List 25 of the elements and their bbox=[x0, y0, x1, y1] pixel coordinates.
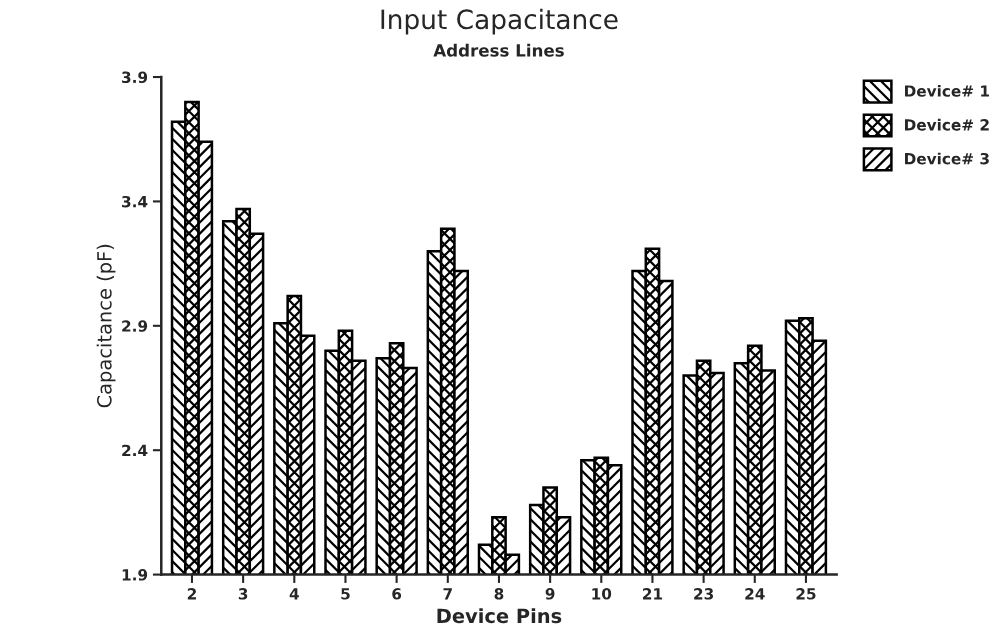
legend-label: Device# 1 bbox=[905, 84, 989, 97]
x-tick-label: 10 bbox=[592, 588, 612, 600]
x-tick-label: 2 bbox=[187, 588, 196, 600]
legend-label: Device# 3 bbox=[905, 152, 989, 165]
chart-subtitle: Address Lines bbox=[433, 43, 564, 57]
x-tick-label: 4 bbox=[289, 588, 299, 600]
y-tick-label: 2.4 bbox=[122, 444, 148, 457]
chart-title: Input Capacitance bbox=[381, 8, 618, 35]
y-tick-label: 2.9 bbox=[122, 320, 148, 332]
x-tick-label: 8 bbox=[494, 588, 504, 600]
y-tick-label: 3.9 bbox=[122, 71, 148, 84]
y-tick-label: 3.4 bbox=[122, 195, 148, 208]
y-tick-label: 1.9 bbox=[122, 569, 148, 581]
x-tick-label: 9 bbox=[545, 588, 555, 600]
x-tick-label: 7 bbox=[443, 588, 452, 600]
x-tick-label: 23 bbox=[694, 588, 714, 600]
legend-label: Device# 2 bbox=[905, 118, 989, 131]
x-tick-label: 5 bbox=[341, 588, 350, 600]
x-tick-label: 21 bbox=[643, 588, 663, 600]
x-tick-label: 24 bbox=[745, 588, 765, 600]
x-tick-label: 3 bbox=[238, 588, 248, 600]
x-tick-label: 25 bbox=[796, 588, 816, 600]
x-axis-title: Device Pins bbox=[437, 608, 562, 624]
y-axis-title: Capacitance (pF) bbox=[96, 244, 116, 408]
x-tick-label: 6 bbox=[392, 588, 402, 600]
